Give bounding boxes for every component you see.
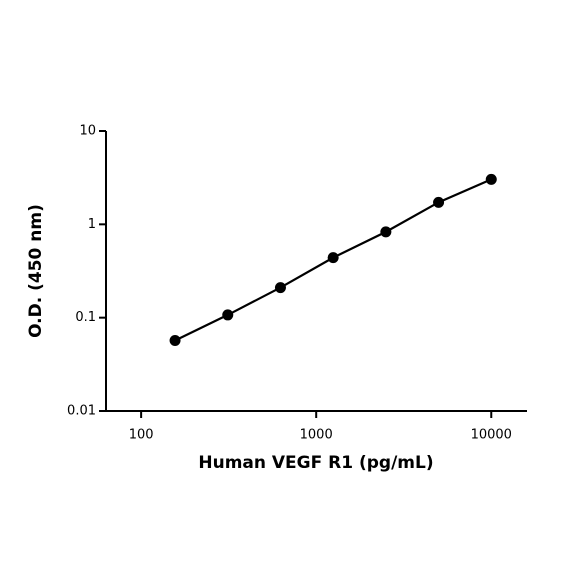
data-point bbox=[222, 309, 234, 321]
y-tick-label: 1 bbox=[88, 217, 96, 232]
x-tick-label: 100 bbox=[129, 428, 154, 443]
data-point bbox=[485, 173, 497, 185]
y-tick-label: 0.1 bbox=[75, 310, 96, 325]
y-axis-title: O.D. (450 nm) bbox=[26, 204, 46, 338]
x-axis-title: Human VEGF R1 (pg/mL) bbox=[198, 453, 433, 473]
y-tick-label: 0.01 bbox=[67, 404, 96, 419]
data-point bbox=[380, 226, 392, 238]
y-tick-label: 10 bbox=[79, 124, 96, 139]
x-tick-label: 1000 bbox=[300, 428, 333, 443]
data-point bbox=[274, 282, 286, 294]
data-point bbox=[327, 252, 339, 264]
x-tick-label: 10000 bbox=[471, 428, 512, 443]
data-point bbox=[433, 196, 445, 208]
data-point bbox=[169, 334, 181, 346]
